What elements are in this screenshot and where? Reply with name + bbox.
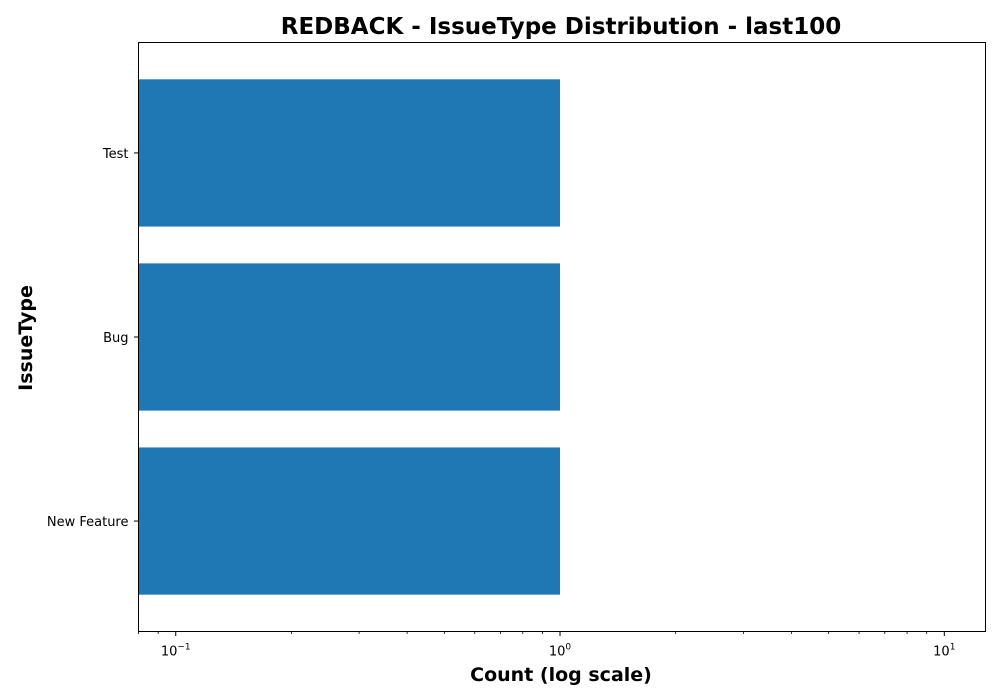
x-axis-label: Count (log scale) <box>470 664 652 686</box>
x-tick-label: 100 <box>549 643 572 660</box>
bar-test <box>138 79 561 227</box>
plot-frame <box>138 42 986 632</box>
chart-title: REDBACK - IssueType Distribution - last1… <box>281 14 841 40</box>
bar-bug <box>138 263 561 411</box>
x-tick-label: 101 <box>933 643 955 660</box>
y-tick-label: Test <box>102 147 129 162</box>
x-tick-label: 10−1 <box>161 643 191 660</box>
bars-layer <box>138 79 561 595</box>
y-axis-label: IssueType <box>15 285 37 391</box>
y-tick-label: New Feature <box>47 515 129 530</box>
bar-new-feature <box>138 447 561 595</box>
ticks-layer: New Feature Bug Test 10−1 100 101 <box>47 147 956 660</box>
y-tick-label: Bug <box>103 331 128 346</box>
